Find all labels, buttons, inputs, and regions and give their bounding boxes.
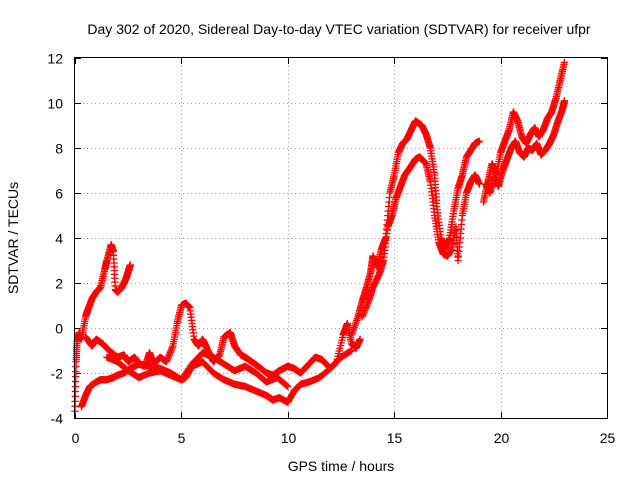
series-pass-h [482, 97, 569, 197]
data-point [356, 335, 364, 343]
y-axis-label: SDTVAR / TECUs [5, 182, 21, 294]
x-tick-label: 20 [494, 430, 510, 446]
y-tick-label: 10 [47, 96, 63, 112]
data-points [71, 58, 569, 415]
x-tick-label: 0 [72, 430, 80, 446]
x-axis-label: GPS time / hours [288, 458, 395, 474]
data-point [284, 382, 292, 391]
series-pass-f [358, 153, 483, 321]
data-point [347, 346, 356, 355]
y-tick-label: -2 [51, 366, 64, 382]
data-point [283, 381, 291, 390]
data-point [475, 180, 483, 188]
x-tick-label: 15 [387, 430, 403, 446]
chart-title: Day 302 of 2020, Sidereal Day-to-day VTE… [87, 21, 591, 37]
tick-layer: 0 5 10 15 20 25 -4 -2 0 2 4 6 8 10 12 [47, 51, 615, 447]
y-tick-label: 4 [55, 231, 63, 247]
y-tick-label: 2 [55, 276, 63, 292]
series-pass-d [103, 349, 292, 391]
y-tick-label: 8 [55, 141, 63, 157]
series-pass-a [71, 241, 134, 415]
y-tick-label: 12 [47, 51, 63, 67]
x-tick-label: 5 [178, 430, 186, 446]
data-point [475, 137, 483, 145]
data-point [346, 347, 355, 355]
plot-frame [74, 57, 608, 419]
y-tick-label: 6 [55, 186, 63, 202]
data-point [126, 261, 134, 269]
data-point [560, 97, 569, 105]
data-point [560, 58, 569, 67]
y-tick-label: -4 [51, 411, 64, 427]
y-tick-label: 0 [55, 321, 63, 337]
x-tick-label: 25 [600, 430, 616, 446]
x-tick-label: 10 [281, 430, 297, 446]
